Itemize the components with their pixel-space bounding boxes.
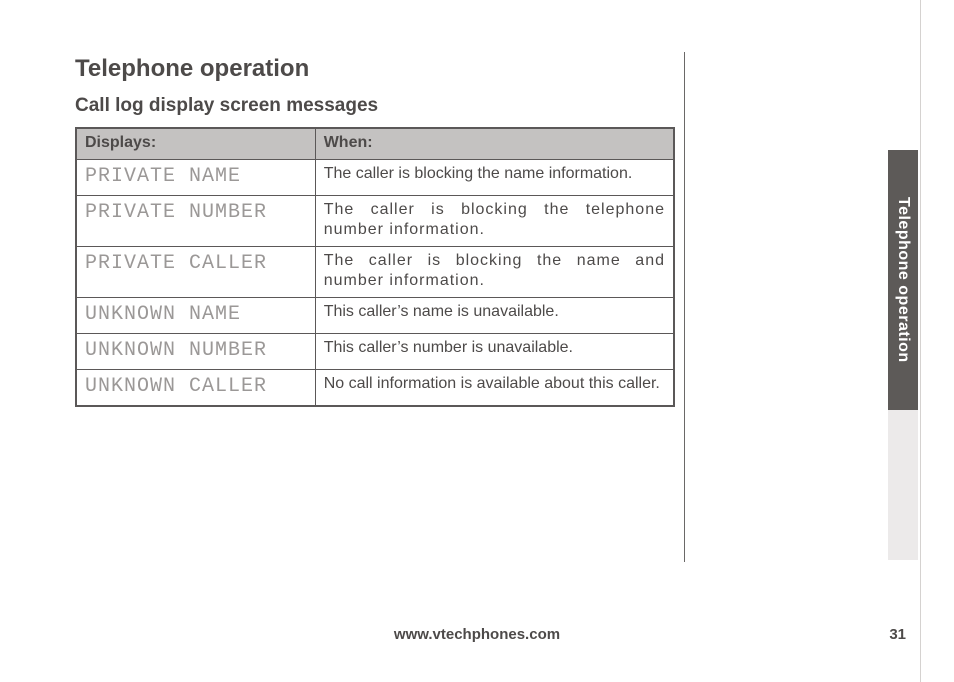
cell-when: The caller is blocking the name informat… (315, 160, 674, 196)
section-subtitle: Call log display screen messages (75, 95, 875, 117)
cell-display: PRIVATE NUMBER (76, 196, 315, 247)
cell-display: UNKNOWN NAME (76, 298, 315, 334)
side-tab-inactive (888, 410, 918, 560)
cell-when: No call information is available about t… (315, 370, 674, 407)
call-log-table: Displays: When: PRIVATE NAME The caller … (75, 127, 675, 407)
page-content: Telephone operation Call log display scr… (75, 55, 875, 407)
table-row: PRIVATE CALLER The caller is blocking th… (76, 247, 674, 298)
table-body: PRIVATE NAME The caller is blocking the … (76, 160, 674, 407)
footer-page-number: 31 (889, 626, 906, 643)
cell-when: The caller is blocking the name and numb… (315, 247, 674, 298)
page-title: Telephone operation (75, 55, 875, 83)
col-header-displays: Displays: (76, 128, 315, 160)
table-row: UNKNOWN NUMBER This caller’s number is u… (76, 334, 674, 370)
side-tab: Telephone operation (888, 150, 918, 410)
table-header-row: Displays: When: (76, 128, 674, 160)
page-edge (920, 0, 921, 682)
table-row: PRIVATE NUMBER The caller is blocking th… (76, 196, 674, 247)
footer-url: www.vtechphones.com (0, 626, 954, 643)
cell-display: PRIVATE CALLER (76, 247, 315, 298)
table-row: UNKNOWN NAME This caller’s name is unava… (76, 298, 674, 334)
table-row: UNKNOWN CALLER No call information is av… (76, 370, 674, 407)
cell-display: UNKNOWN NUMBER (76, 334, 315, 370)
cell-when: The caller is blocking the telephone num… (315, 196, 674, 247)
cell-when: This caller’s name is unavailable. (315, 298, 674, 334)
table-row: PRIVATE NAME The caller is blocking the … (76, 160, 674, 196)
cell-display: UNKNOWN CALLER (76, 370, 315, 407)
vertical-rule (684, 52, 685, 562)
cell-when: This caller’s number is unavailable. (315, 334, 674, 370)
col-header-when: When: (315, 128, 674, 160)
cell-display: PRIVATE NAME (76, 160, 315, 196)
